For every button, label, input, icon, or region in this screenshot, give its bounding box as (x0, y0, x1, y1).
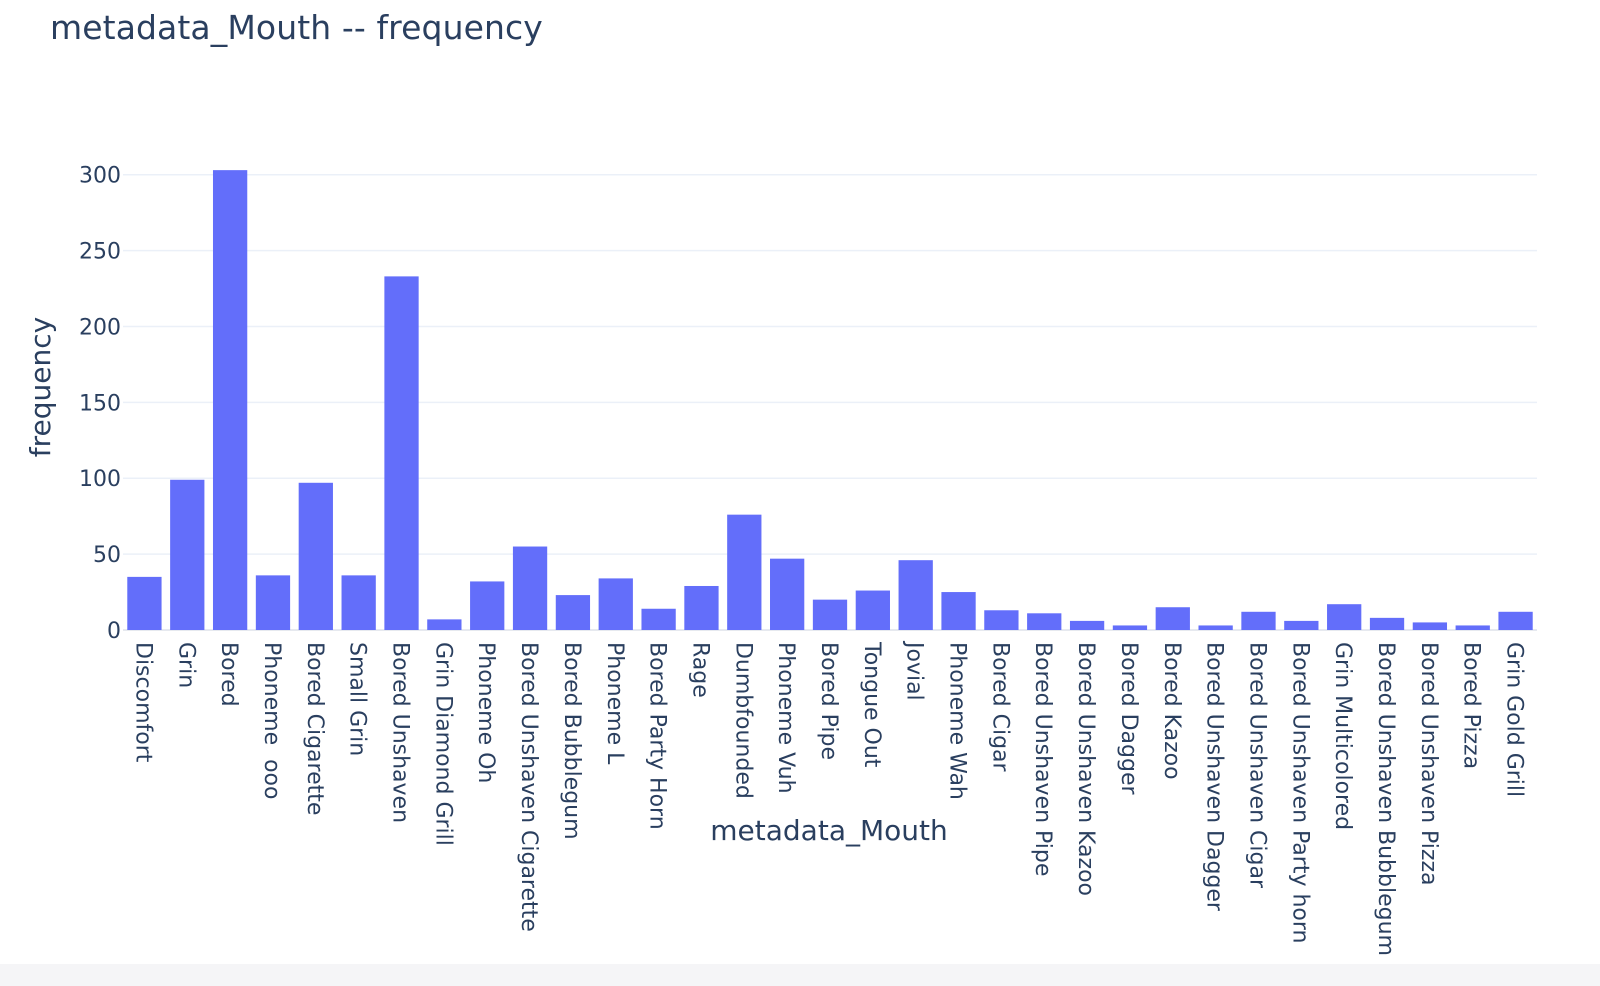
x-tick-label: Bored Cigarette (302, 642, 327, 815)
x-tick-label: Grin Gold Grill (1502, 642, 1527, 797)
bar-bored-unshaven-pizza[interactable] (1412, 622, 1448, 630)
y-tick-label: 150 (79, 391, 121, 416)
bar-phoneme-ooo[interactable] (255, 575, 291, 630)
bar-grin-gold-grill[interactable] (1498, 611, 1533, 630)
y-axis-title: frequency (24, 317, 57, 457)
bar-bored-unshaven-pipe[interactable] (1027, 613, 1062, 630)
bar-bored-pizza[interactable] (1455, 625, 1490, 630)
bar-phoneme-l[interactable] (598, 578, 633, 630)
x-axis-ticks: Discomfort Grin Bored Phoneme ooo Bored Ciga… (130, 640, 1526, 956)
x-tick-label: Bored Unshaven Pipe (1030, 642, 1055, 876)
x-tick-label: Phoneme L (602, 642, 627, 765)
x-tick-label: Bored Party Horn (645, 642, 670, 830)
x-tick-label: Phoneme Wah (945, 642, 970, 800)
bar-rage[interactable] (684, 585, 719, 630)
bar-grin-diamond-grill[interactable] (427, 619, 462, 630)
bar-bored-pipe[interactable] (812, 599, 848, 630)
x-tick-label: Discomfort (130, 642, 155, 763)
x-tick-label: Dumbfounded (730, 642, 755, 799)
bar-bored-unshaven-bubblegum[interactable] (1369, 617, 1405, 630)
x-tick-label: Rage (687, 642, 712, 698)
bar-phoneme-vuh[interactable] (770, 558, 805, 630)
page-footer-strip (0, 964, 1600, 986)
x-tick-label: Bored Pipe (816, 642, 841, 760)
bar-bored-cigar[interactable] (984, 610, 1019, 630)
x-tick-label: Phoneme Oh (473, 642, 498, 783)
bar-grin[interactable] (170, 479, 205, 630)
x-tick-label: Grin Diamond Grill (430, 642, 455, 846)
bar-bored-unshaven-party-horn[interactable] (1284, 620, 1319, 630)
y-tick-label: 200 (79, 315, 121, 340)
x-tick-label: Phoneme Vuh (773, 642, 798, 794)
bar-bored-unshaven-cigar[interactable] (1241, 611, 1276, 630)
y-tick-label: 0 (107, 619, 121, 644)
y-tick-label: 100 (79, 467, 121, 492)
y-tick-label: 300 (79, 164, 121, 189)
x-tick-label: Bored Bubblegum (559, 642, 584, 840)
y-tick-label: 50 (93, 543, 121, 568)
x-tick-label: Bored Dagger (1116, 642, 1141, 795)
x-tick-label: Bored Unshaven Dagger (1202, 642, 1227, 912)
bar-jovial[interactable] (898, 560, 933, 630)
bar-phoneme-oh[interactable] (470, 581, 505, 630)
x-tick-label: Bored Unshaven Cigar (1244, 642, 1269, 889)
bar-bored-kazoo[interactable] (1155, 607, 1190, 630)
x-tick-label: Bored Unshaven Pizza (1416, 642, 1441, 886)
x-axis-title: metadata_Mouth (710, 814, 947, 847)
x-tick-label: Grin (173, 642, 198, 688)
x-tick-label: Bored Pizza (1459, 642, 1484, 769)
bar-series (127, 170, 1533, 630)
bar-phoneme-wah[interactable] (941, 592, 976, 630)
bar-bored-cigarette[interactable] (298, 482, 333, 630)
x-tick-label: Bored Unshaven Party horn (1287, 642, 1312, 943)
bar-discomfort[interactable] (127, 576, 162, 630)
x-tick-label: Tongue Out (859, 641, 884, 768)
bar-bored-unshaven-cigarette[interactable] (512, 546, 548, 630)
bar-bored-unshaven-dagger[interactable] (1198, 625, 1233, 630)
x-tick-label: Bored (216, 642, 241, 707)
y-axis-ticks: 0 50 100 150 200 250 300 (79, 164, 121, 644)
bar-bored-bubblegum[interactable] (555, 595, 591, 630)
bar-bored-dagger[interactable] (1112, 625, 1148, 630)
bar-bored-unshaven[interactable] (384, 276, 419, 630)
x-tick-label: Bored Cigar (987, 642, 1012, 773)
x-tick-label: Bored Kazoo (1159, 642, 1184, 780)
gridlines (123, 173, 1537, 631)
bar-bored-party-horn[interactable] (641, 608, 676, 630)
bar-bored-unshaven-kazoo[interactable] (1069, 620, 1105, 630)
chart-title: metadata_Mouth -- frequency (50, 8, 543, 47)
bar-bored[interactable] (212, 170, 248, 630)
x-tick-label: Small Grin (345, 642, 370, 756)
x-tick-label: Bored Unshaven Kazoo (1073, 642, 1098, 896)
x-tick-label: Bored Unshaven Bubblegum (1373, 642, 1398, 956)
x-tick-label: Bored Unshaven Cigarette (516, 642, 541, 932)
x-tick-label: Bored Unshaven (388, 642, 413, 823)
x-tick-label: Phoneme ooo (259, 642, 284, 799)
bar-dumbfounded[interactable] (727, 514, 762, 630)
bar-small-grin[interactable] (341, 575, 376, 630)
x-tick-label: Grin Multicolored (1330, 642, 1355, 830)
bar-tongue-out[interactable] (855, 590, 890, 630)
x-tick-label: Jovial (902, 640, 927, 701)
bar-grin-multicolored[interactable] (1327, 604, 1362, 630)
y-tick-label: 250 (79, 240, 121, 265)
